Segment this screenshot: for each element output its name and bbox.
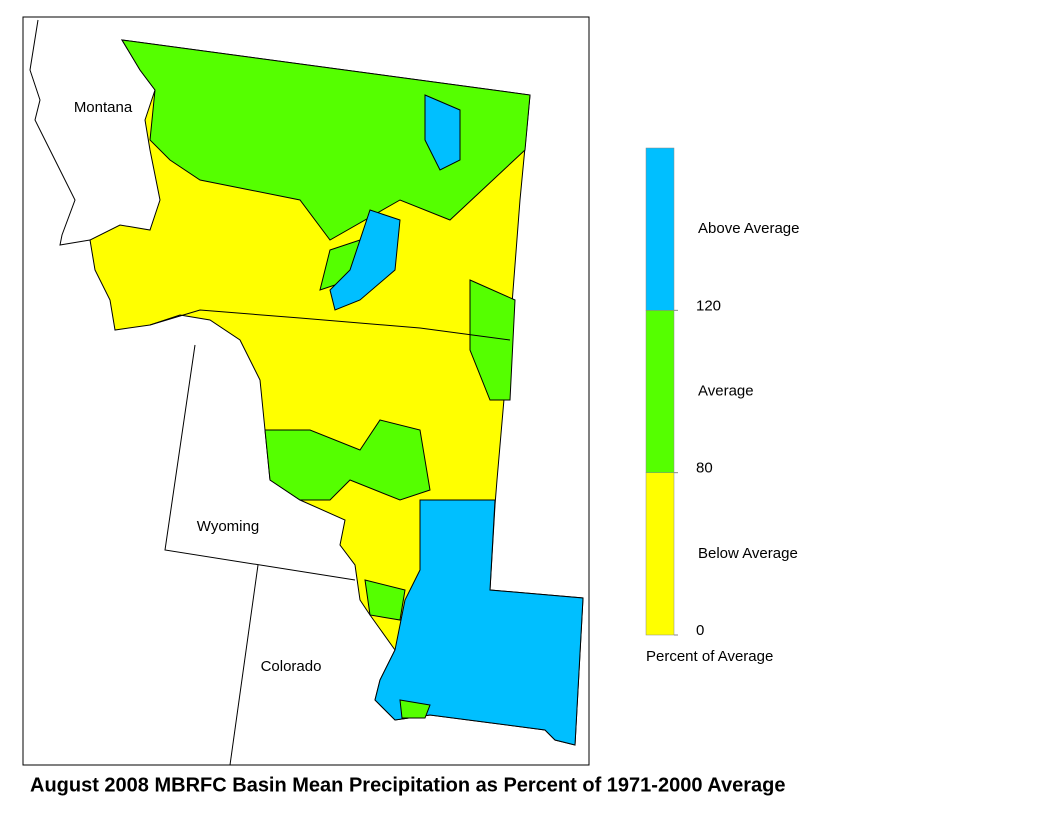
- legend-label: Average: [698, 382, 754, 399]
- basin-region: [399, 699, 431, 719]
- legend-tick-label: 80: [696, 460, 713, 477]
- basin-region: [374, 499, 584, 746]
- legend: Below Average Average Above Average 0 80 120 P…: [645, 147, 799, 665]
- basin-region: [264, 419, 431, 501]
- basin-region: [469, 279, 516, 401]
- legend-swatch: [645, 147, 675, 311]
- caption: August 2008 MBRFC Basin Mean Precipitati…: [30, 774, 785, 796]
- basins: [89, 39, 584, 746]
- legend-tick-label: 120: [696, 297, 721, 314]
- legend-title: Percent of Average: [646, 648, 773, 665]
- state-label: Montana: [74, 99, 133, 116]
- state-label: Wyoming: [197, 518, 259, 535]
- legend-label: Below Average: [698, 545, 798, 562]
- legend-swatch: [645, 472, 675, 636]
- montana-outline: [29, 19, 91, 246]
- legend-tick-label: 0: [696, 622, 704, 639]
- colorado-outline: [229, 564, 259, 766]
- basin-region: [121, 39, 531, 241]
- basin-region: [329, 209, 401, 311]
- basin-region: [364, 579, 406, 621]
- legend-swatch: [645, 310, 675, 473]
- basin-region: [424, 94, 461, 171]
- state-label: Colorado: [261, 658, 322, 675]
- wyoming-outline: [164, 344, 356, 581]
- legend-label: Above Average: [698, 220, 799, 237]
- state-border: [149, 309, 511, 341]
